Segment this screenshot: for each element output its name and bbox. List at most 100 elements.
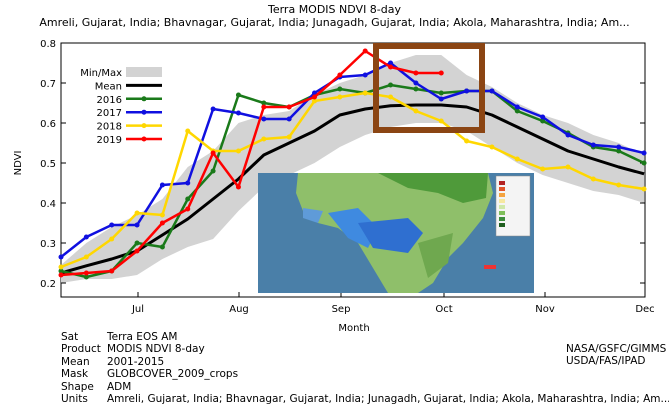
series-point-2016 [337, 86, 343, 92]
series-point-2019 [185, 206, 191, 212]
series-point-2018 [83, 254, 89, 260]
series-point-2017 [312, 90, 317, 96]
legend-label-minmax: Min/Max [80, 68, 122, 79]
series-point-2017 [590, 142, 596, 148]
series-point-2018 [235, 148, 241, 154]
x-tick-label: Sep [332, 304, 351, 315]
meta-value: Amreli, Gujarat, India; Bhavnagar, Gujar… [107, 393, 669, 406]
meta-row-mean: Mean 2001-2015 [61, 356, 669, 368]
highlight-box [373, 43, 485, 133]
x-tick-label: Oct [435, 304, 452, 315]
series-point-2016 [210, 168, 216, 174]
series-point-2019 [312, 94, 317, 100]
y-tick-label: 0.4 [40, 199, 56, 210]
chart-subtitle: Amreli, Gujarat, India; Bhavnagar, Gujar… [39, 16, 630, 29]
meta-key: Mask [61, 368, 89, 381]
series-point-2018 [641, 186, 647, 192]
series-point-2019 [109, 268, 115, 274]
series-point-2017 [641, 150, 647, 156]
series-line-mean [60, 103, 645, 275]
meta-key: Mean [61, 355, 90, 368]
legend-marker-2018 [141, 123, 147, 129]
meta-value: Terra EOS AM [107, 331, 178, 343]
series-point-2016 [388, 82, 394, 88]
series-point-2017 [286, 116, 292, 122]
series-point-2017 [58, 254, 64, 260]
meta-key: Sat [61, 331, 79, 343]
metadata-table: Sat Terra EOS AM Product MODIS NDVI 8-day Me… [61, 331, 669, 405]
series-point-2017 [489, 88, 495, 94]
series-point-2016 [235, 92, 241, 98]
series-point-2017 [134, 222, 140, 228]
chart-title: Terra MODIS NDVI 8-day [267, 3, 402, 16]
series-point-2016 [83, 274, 89, 280]
meta-value: MODIS NDVI 8-day [107, 343, 205, 356]
series-point-2019 [159, 220, 165, 226]
x-axis-label: Month [338, 323, 369, 334]
series-point-2017 [261, 116, 267, 122]
meta-row-product: Product MODIS NDVI 8-day [61, 343, 669, 355]
meta-value: 2001-2015 [107, 355, 165, 368]
series-point-2019 [58, 272, 64, 278]
series-point-2018 [58, 264, 64, 270]
meta-row-sat: Sat Terra EOS AM [61, 331, 669, 343]
meta-row-mask: Mask GLOBCOVER_2009_crops [61, 368, 669, 380]
series-point-2018 [565, 164, 571, 170]
series-point-2018 [134, 210, 140, 216]
legend: Min/Max Mean 2016 2017 2018 2019 [80, 67, 162, 146]
y-tick-label: 0.8 [40, 39, 56, 50]
y-tick-label: 0.7 [40, 79, 56, 90]
series-point-2018 [413, 108, 419, 114]
series-point-2017 [464, 88, 470, 94]
series-point-2019 [235, 184, 241, 190]
meta-row-shape: Shape ADM [61, 381, 669, 393]
series-point-2016 [159, 244, 165, 250]
series-point-2016 [438, 90, 444, 96]
series-point-2018 [159, 212, 165, 218]
series-point-2018 [109, 236, 115, 242]
series-point-2017 [565, 132, 571, 138]
legend-swatch-minmax [126, 67, 162, 77]
series-point-2016 [134, 240, 140, 246]
series-point-2016 [641, 160, 647, 166]
series-line-2017 [60, 61, 645, 258]
series-point-2017 [159, 182, 165, 188]
legend-label-2016: 2016 [97, 95, 122, 106]
series-point-2017 [438, 96, 444, 102]
series-point-2017 [235, 110, 241, 116]
y-tick-label: 0.6 [40, 119, 56, 130]
series-point-2018 [438, 118, 444, 124]
series-point-2019 [83, 270, 89, 276]
y-tick-label: 0.3 [40, 239, 56, 250]
series-point-2019 [438, 70, 444, 76]
series-point-2017 [540, 114, 546, 120]
series-point-2018 [388, 94, 394, 100]
series-point-2017 [83, 234, 89, 240]
series-point-2019 [261, 104, 267, 110]
series-point-2017 [210, 106, 216, 112]
x-tick-label: Nov [535, 304, 555, 315]
series-point-2019 [286, 104, 292, 110]
india-ndvi-anomaly-map-icon [258, 173, 534, 293]
meta-key: Units [61, 393, 88, 406]
series-point-2018 [337, 94, 343, 100]
series-point-2018 [489, 144, 495, 150]
series-point-2019 [413, 70, 419, 76]
series-point-2017 [362, 72, 368, 78]
x-tick-label: Dec [635, 304, 654, 315]
legend-marker-2017 [141, 109, 147, 115]
series-point-2017 [109, 222, 115, 228]
credit-line: USDA/FAS/IPAD [566, 355, 646, 368]
series-point-2016 [185, 196, 191, 202]
legend-label-mean: Mean [95, 81, 122, 92]
x-tick-label: Jul [131, 304, 144, 315]
legend-marker-2019 [141, 136, 147, 142]
series-point-2017 [616, 144, 622, 150]
series-point-2016 [616, 148, 622, 154]
inset-map [258, 173, 534, 293]
y-tick-label: 0.5 [40, 159, 56, 170]
series-point-2019 [362, 48, 368, 54]
series-line-2016 [60, 83, 645, 279]
series-point-2017 [413, 80, 419, 86]
meta-row-units: Units Amreli, Gujarat, India; Bhavnagar, … [61, 393, 669, 405]
